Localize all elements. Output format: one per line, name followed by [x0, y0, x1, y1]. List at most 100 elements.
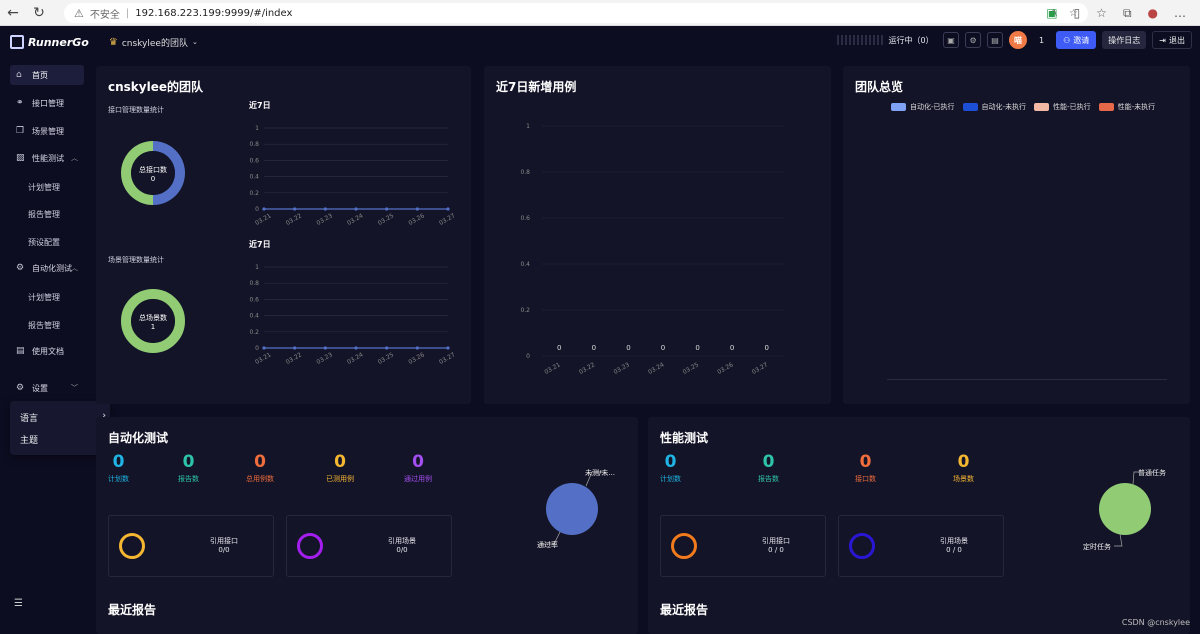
- data-label: 0: [695, 344, 699, 352]
- more-icon[interactable]: …: [1174, 6, 1186, 20]
- message-icon[interactable]: ▤: [987, 32, 1004, 48]
- stat-item: 0 计划数: [108, 452, 129, 484]
- donut-center-value: 0: [151, 175, 155, 183]
- user-icon: ⚇: [1063, 35, 1071, 45]
- invite-label: 邀请: [1073, 35, 1090, 45]
- y-tick-label: 0.6: [520, 215, 530, 222]
- sidebar-item-label: 场景管理: [32, 126, 64, 136]
- invite-button[interactable]: ⚇ 邀请: [1056, 31, 1097, 49]
- team-selector[interactable]: ♛ cnskylee的团队 ⌄: [109, 36, 198, 49]
- watermark: CSDN @cnskylee: [1121, 618, 1190, 627]
- donut-center-value: 1: [151, 323, 155, 331]
- pie-label-top: 普通任务: [1138, 468, 1166, 477]
- legend-item[interactable]: 性能-已执行: [1034, 102, 1091, 112]
- stat-value: 0: [957, 452, 970, 472]
- sidebar-item-docs[interactable]: ▤ 使用文档: [10, 341, 84, 361]
- sidebar-item-report[interactable]: 报告管理: [28, 210, 60, 219]
- task-type-pie-chart: 普通任务 定时任务: [1083, 468, 1166, 551]
- x-tick-label: 03.22: [285, 212, 304, 227]
- donut-hole: [131, 151, 175, 195]
- y-tick-label: 0.6: [249, 296, 259, 303]
- address-bar[interactable]: ⚠ 不安全 | 192.168.223.199:9999/#/index A ☆: [64, 3, 1088, 23]
- x-tick-label: 03.25: [682, 361, 701, 376]
- logo[interactable]: RunnerGo: [10, 35, 89, 49]
- legend-item[interactable]: 性能-未执行: [1098, 102, 1155, 112]
- ring-icon: [297, 533, 323, 559]
- member-count: 1: [1039, 35, 1045, 45]
- url-text: 192.168.223.199:9999/#/index: [135, 7, 293, 19]
- overview-legend: 自动化-已执行 自动化-未执行 性能-已执行 性能-未执行: [891, 102, 1155, 112]
- exit-button[interactable]: ⇥ 退出: [1152, 31, 1192, 49]
- sidebar-item-auto[interactable]: ⚙ 自动化测试 ︿: [10, 258, 84, 278]
- pie-label-bottom: 定时任务: [1083, 542, 1111, 551]
- settings-icon[interactable]: ⚙: [965, 32, 982, 48]
- sidebar-item-auto-report[interactable]: 报告管理: [28, 321, 60, 330]
- sidebar: ⌂ 首页 ⚭ 接口管理 ❐ 场景管理 ▨ 性能测试 ︿ 计划管理 报告管理 预设…: [0, 57, 90, 634]
- sidebar-item-auto-plan[interactable]: 计划管理: [28, 293, 60, 302]
- x-tick-label: 03.24: [346, 212, 365, 227]
- split-screen-icon[interactable]: ▯: [1073, 6, 1081, 20]
- crown-icon: ♛: [108, 36, 118, 48]
- menu-item-theme[interactable]: 主题 ›: [20, 433, 106, 446]
- data-point: [446, 207, 450, 211]
- menu-item-language[interactable]: 语言 ›: [20, 411, 106, 424]
- auto-test-icon: ⚙: [16, 263, 25, 273]
- stat-label: 通过用例: [404, 475, 432, 483]
- y-tick-label: 0.4: [249, 313, 259, 320]
- x-tick-label: 03.23: [612, 361, 631, 376]
- running-progress: [837, 35, 885, 45]
- collections-icon[interactable]: ⧉: [1122, 5, 1132, 20]
- stat-value: 0: [254, 452, 266, 472]
- stat-value: 0: [859, 452, 872, 472]
- stat-label: 报告数: [758, 475, 779, 483]
- extension-icon[interactable]: ▣: [1046, 6, 1058, 20]
- stat-label: 接口数: [855, 475, 876, 483]
- favorite-icon[interactable]: ☆: [1069, 7, 1078, 19]
- stat-value: 0: [412, 452, 424, 472]
- data-point: [293, 346, 297, 350]
- y-tick-label: 0.8: [249, 280, 259, 287]
- pie-leader-line: [1132, 471, 1142, 485]
- sidebar-item-home[interactable]: ⌂ 首页: [10, 65, 84, 85]
- operation-log-button[interactable]: 操作日志: [1102, 31, 1147, 49]
- ref-scene-label: 引用场景: [388, 537, 416, 545]
- favorites-icon[interactable]: ☆: [1096, 6, 1107, 20]
- sidebar-item-label: 性能测试: [32, 153, 64, 163]
- sidebar-item-api[interactable]: ⚭ 接口管理: [10, 93, 84, 113]
- data-label: 0: [730, 344, 734, 352]
- avatar[interactable]: 喵: [1009, 31, 1028, 49]
- back-icon[interactable]: ←: [7, 4, 19, 21]
- sidebar-item-plan[interactable]: 计划管理: [28, 183, 60, 192]
- running-status[interactable]: 运行中（0）: [837, 32, 937, 48]
- stat-item: 0 总用例数: [246, 452, 274, 484]
- menu-item-label: 语言: [20, 414, 39, 424]
- profile-icon[interactable]: ●: [1147, 6, 1158, 20]
- sidebar-item-preset[interactable]: 预设配置: [28, 238, 60, 247]
- x-tick-label: 03.27: [438, 351, 456, 366]
- read-aloud-icon[interactable]: A: [1050, 7, 1058, 19]
- legend-item[interactable]: 自动化-未执行: [962, 102, 1026, 112]
- screen-icon[interactable]: ▣: [943, 32, 960, 48]
- donut-slice: [153, 141, 185, 205]
- stat-item: 0 报告数: [178, 452, 199, 484]
- chevron-up-icon: ︿: [71, 154, 78, 162]
- collapse-menu-icon[interactable]: ☰: [14, 598, 23, 609]
- sidebar-item-perf[interactable]: ▨ 性能测试 ︿: [10, 148, 84, 168]
- menu-item-label: 主题: [20, 436, 39, 446]
- url-separator: |: [125, 7, 130, 19]
- ref-api-card: 引用接口 0/0: [108, 515, 274, 577]
- sidebar-item-settings[interactable]: ⚙ 设置 ﹀: [10, 378, 84, 398]
- refresh-icon[interactable]: ↻: [33, 4, 45, 21]
- ref-scene-card: 引用场景 0 / 0: [838, 515, 1004, 577]
- legend-item[interactable]: 自动化-已执行: [891, 102, 955, 112]
- data-point: [446, 346, 450, 350]
- ref-scene-label: 引用场景: [940, 537, 968, 545]
- y-tick-label: 0.2: [249, 329, 259, 336]
- donut-slice: [121, 289, 185, 353]
- x-tick-label: 03.21: [254, 212, 273, 227]
- sidebar-item-scene[interactable]: ❐ 场景管理: [10, 121, 84, 141]
- scene-stats-label: 场景管理数量统计: [108, 256, 164, 264]
- x-tick-label: 03.25: [377, 212, 396, 227]
